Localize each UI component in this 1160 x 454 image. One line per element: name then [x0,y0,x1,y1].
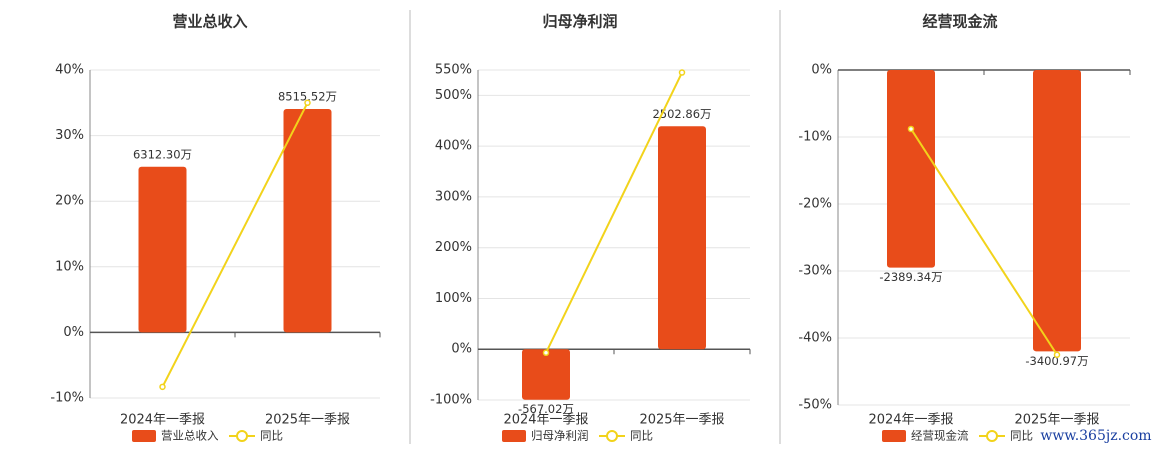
y-tick-label: -10% [798,130,832,145]
x-tick-label: 2024年一季报 [120,413,205,428]
data-label: -567.02万 [518,402,574,416]
bar [887,70,935,268]
x-tick-label: 2025年一季报 [265,413,350,428]
chart-title: 经营现金流 [922,13,997,31]
bar [658,126,706,350]
bar [283,108,332,333]
x-tick-label: 2025年一季报 [639,413,724,428]
y-tick-label: 200% [435,240,472,255]
y-tick-label: 30% [55,128,84,143]
line-point [678,69,686,76]
x-tick-label: 2024年一季报 [503,413,588,428]
legend-swatch [132,430,156,442]
line-point [1053,351,1061,358]
line [545,72,683,354]
y-tick-label: 500% [435,88,472,103]
line-point [159,383,166,391]
y-tick-label: -40% [798,331,832,346]
legend-marker [236,430,248,442]
watermark: www.365jz.com [1040,428,1151,444]
legend-marker [986,430,998,442]
y-tick-label: 0% [451,342,472,357]
chart-title: 营业总收入 [172,13,247,31]
legend-swatch [502,430,526,442]
y-tick-label: 10% [55,259,84,274]
y-tick-label: 550% [435,63,472,78]
y-tick-label: -20% [798,197,832,212]
y-tick-label: -30% [798,264,832,279]
legend-label: 同比 [1010,429,1033,443]
y-tick-label: -10% [50,391,84,406]
line-point [542,349,550,357]
y-tick-label: 0% [63,325,84,340]
x-tick-label: 2025年一季报 [1014,413,1099,428]
data-label: 2502.86万 [652,107,711,121]
y-tick-label: 20% [55,194,84,209]
line-point [907,125,915,133]
data-label: -2389.34万 [879,270,942,284]
legend-label: 同比 [630,429,653,443]
legend-label: 营业总收入 [161,429,219,443]
data-label: 8515.52万 [278,89,337,103]
y-tick-label: 400% [435,139,472,154]
legend-label: 经营现金流 [911,429,969,443]
line-point [304,99,311,107]
bar [522,349,570,400]
legend-swatch [882,430,906,442]
x-tick-label: 2024年一季报 [868,413,953,428]
chart-title: 归母净利润 [542,13,617,31]
data-label: -3400.97万 [1025,354,1088,368]
bar [1033,70,1081,352]
data-label: 6312.30万 [133,147,192,161]
y-tick-label: 0% [811,63,832,78]
line [910,128,1058,356]
legend-label: 归母净利润 [531,429,589,443]
y-tick-label: 300% [435,189,472,204]
y-tick-label: -50% [798,398,832,413]
y-tick-label: 40% [55,63,84,78]
y-tick-label: -100% [430,393,472,408]
y-tick-label: 100% [435,291,472,306]
bar [138,166,187,333]
legend-marker [606,430,618,442]
legend-label: 同比 [260,429,283,443]
line [161,102,309,388]
